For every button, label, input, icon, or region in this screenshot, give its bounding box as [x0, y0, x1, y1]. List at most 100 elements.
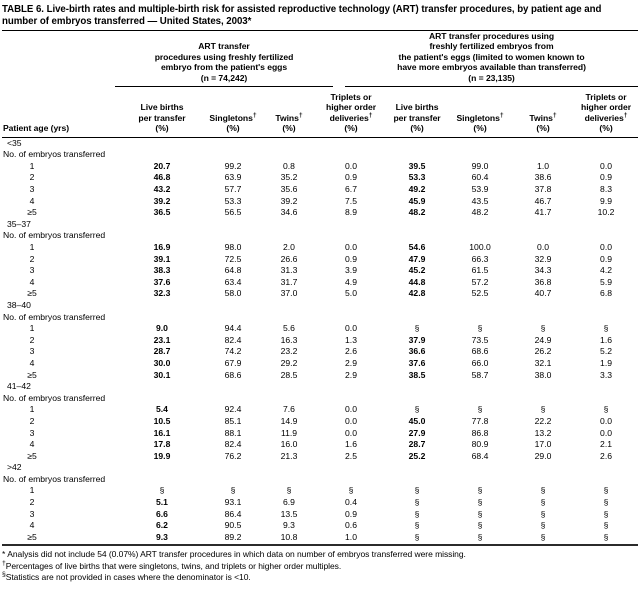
age-label: 38–40	[7, 299, 31, 310]
header-line: Live births	[395, 102, 439, 113]
column-header: Singletons† (%)	[204, 87, 262, 138]
data-cell: 32.1	[534, 357, 552, 368]
data-cell: 2.1	[600, 439, 612, 450]
header-line: (%)	[410, 123, 424, 134]
data-cell: 35.6	[280, 184, 298, 195]
data-cell: 72.5	[224, 253, 242, 264]
embryo-count-label: 3	[2, 265, 120, 277]
header-line: (%)	[536, 123, 550, 134]
header-line: (%)	[473, 123, 487, 134]
data-cell: 45.2	[408, 265, 426, 276]
data-cell: 88.1	[224, 427, 242, 438]
embryo-count-label: 1	[2, 242, 120, 254]
data-cell: 68.4	[471, 450, 489, 461]
embryo-count: 3	[29, 346, 35, 357]
data-cell: 9.3	[283, 520, 295, 531]
embryo-count: 3	[29, 265, 35, 276]
embryo-count-label: 4	[2, 439, 120, 451]
data-row: 3 43.2 57.7 35.6 6.7 49.2 53.9 37.8 8.3	[2, 184, 638, 196]
data-row: 3 38.3 64.8 31.3 3.9 45.2 61.5 34.3 4.2	[2, 265, 638, 277]
column-header: Triplets or higher order deliveries† (%)	[574, 87, 639, 138]
age-section-row: >42	[2, 462, 638, 474]
data-cell: 76.2	[224, 450, 242, 461]
data-row: 4 39.2 53.3 39.2 7.5 45.9 43.5 46.7 9.9	[2, 196, 638, 208]
data-cell: 5.4	[156, 404, 168, 415]
data-row: 4 17.8 82.4 16.0 1.6 28.7 80.9 17.0 2.1	[2, 439, 638, 451]
data-cell: 20.7	[153, 160, 171, 171]
embryo-count-label: ≥5	[2, 451, 120, 463]
data-cell: 31.3	[280, 265, 298, 276]
embryo-count-label: ≥5	[2, 288, 120, 300]
data-cell: 26.2	[534, 346, 552, 357]
data-cell: 16.1	[153, 427, 171, 438]
embryo-count-label: 1	[2, 323, 120, 335]
header-line: deliveries†	[329, 111, 373, 123]
header-line: Triplets or	[585, 92, 627, 103]
data-cell: 10.8	[280, 531, 298, 542]
data-cell: 86.8	[471, 427, 489, 438]
data-cell: 37.6	[408, 357, 426, 368]
dagger-mark: †	[368, 111, 373, 119]
header-line: Twins†	[529, 111, 557, 123]
data-cell: 0.0	[345, 415, 357, 426]
data-cell: 52.5	[471, 288, 489, 299]
data-row: 3 16.1 88.1 11.9 0.0 27.9 86.8 13.2 0.0	[2, 428, 638, 440]
data-cell: 9.0	[156, 323, 168, 334]
column-header: Live births per transfer (%)	[386, 87, 449, 138]
table-bottom-rule	[2, 544, 638, 547]
header-line: (%)	[226, 123, 240, 134]
data-cell: 14.9	[280, 415, 298, 426]
embryo-count: 4	[29, 439, 35, 450]
column-header: Triplets or higher order deliveries† (%)	[316, 87, 387, 138]
data-cell: §	[540, 508, 546, 519]
data-cell: 22.2	[534, 415, 552, 426]
data-cell: 39.5	[408, 160, 426, 171]
embryo-count: ≥5	[27, 207, 37, 218]
embryo-count: 1	[29, 404, 35, 415]
data-cell: §	[603, 531, 609, 542]
data-cell: 38.0	[534, 369, 552, 380]
data-cell: 82.4	[224, 334, 242, 345]
data-row: 3 6.6 86.4 13.5 0.9 § § § §	[2, 509, 638, 521]
embryo-count-label: 3	[2, 184, 120, 196]
embryo-count: 4	[29, 357, 35, 368]
embryo-count: 2	[29, 415, 35, 426]
data-cell: 28.7	[408, 439, 426, 450]
data-cell: 2.9	[345, 357, 357, 368]
data-cell: 2.6	[600, 450, 612, 461]
data-cell: 44.8	[408, 276, 426, 287]
fresh-embryo-extra-available-group: ART transfer procedures using freshly fer…	[345, 31, 639, 88]
data-cell: 13.5	[280, 508, 298, 519]
data-cell: 23.2	[280, 346, 298, 357]
embryo-count-label: 1	[2, 404, 120, 416]
embryo-count-label: 2	[2, 497, 120, 509]
column-header: Live births per transfer (%)	[120, 87, 204, 138]
data-cell: 0.0	[345, 323, 357, 334]
data-row: 1 § § § § § § § §	[2, 485, 638, 497]
header-line: higher order	[581, 102, 632, 113]
data-cell: 0.0	[345, 242, 357, 252]
data-cell: §	[477, 485, 483, 496]
data-row: 4 6.2 90.5 9.3 0.6 § § § §	[2, 520, 638, 532]
embryos-label-row: No. of embryos transferred	[2, 149, 638, 161]
data-cell: 5.1	[156, 497, 168, 508]
data-cell: 56.5	[224, 207, 242, 218]
embryo-count: 2	[29, 253, 35, 264]
data-cell: 64.8	[224, 265, 242, 276]
data-cell: 2.6	[345, 346, 357, 357]
footnotes: * Analysis did not include 54 (0.07%) ART…	[2, 549, 638, 583]
header-line: Triplets or	[330, 92, 372, 103]
data-cell: §	[603, 520, 609, 531]
data-cell: 6.7	[345, 184, 357, 195]
embryos-transferred-label: No. of embryos transferred	[3, 149, 106, 160]
data-cell: 46.7	[534, 195, 552, 206]
fresh-embryo-group: ART transfer procedures using freshly fer…	[115, 31, 386, 88]
footnote-text: Analysis did not include 54 (0.07%) ART …	[7, 549, 466, 560]
embryo-count-label: 4	[2, 358, 120, 370]
data-cell: 2.5	[345, 450, 357, 461]
header-line: (n = 23,135)	[468, 72, 515, 83]
data-cell: §	[603, 485, 609, 496]
data-row: 1 16.9 98.0 2.0 0.0 54.6 100.0 0.0 0.0	[2, 242, 638, 254]
age-section-row: 38–40	[2, 300, 638, 312]
data-cell: 1.0	[537, 160, 549, 171]
